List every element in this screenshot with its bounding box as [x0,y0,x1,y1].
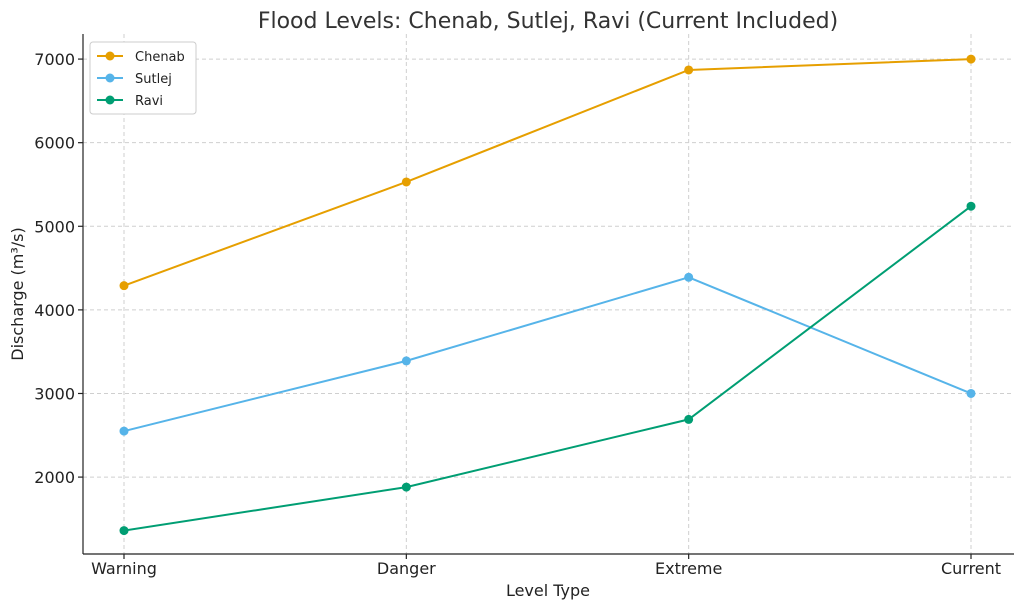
data-point-sutlej [966,388,976,398]
legend-swatch-marker [105,95,115,105]
series-line-ravi [123,205,972,532]
legend-label: Ravi [135,94,163,109]
tick-labels: Warning Danger Extreme Current 2000 3000 4000 5… [34,50,1001,578]
x-tick-label: Danger [377,559,436,578]
data-point-sutlej [401,356,411,366]
legend-item-sutlej: Sutlej [97,72,172,87]
y-tick-label: 3000 [34,384,75,403]
legend-label: Chenab [135,50,185,65]
series-sutlej [119,272,976,436]
data-point-chenab [401,177,411,187]
x-tick-label: Extreme [655,559,722,578]
legend-item-chenab: Chenab [97,50,185,65]
series-ravi [119,201,976,536]
series-chenab [119,54,976,291]
data-point-ravi [684,414,694,424]
y-tick-label: 7000 [34,50,75,69]
x-tick-label: Current [941,559,1001,578]
data-point-ravi [966,201,976,211]
data-point-chenab [684,65,694,75]
legend-label: Sutlej [135,72,172,87]
y-axis-label: Discharge (m³/s) [8,227,27,360]
x-axis-label: Level Type [506,581,590,600]
legend-swatch-marker [105,51,115,61]
chart-title: Flood Levels: Chenab, Sutlej, Ravi (Curr… [258,9,838,34]
legend-swatch-marker [105,73,115,83]
legend-item-ravi: Ravi [97,94,163,109]
legend: Chenab Sutlej Ravi [89,41,197,115]
data-point-sutlej [684,272,694,282]
x-tick-label: Warning [91,559,157,578]
y-tick-label: 4000 [34,301,75,320]
legend-box [89,41,197,115]
grid [83,34,1014,554]
y-tick-label: 5000 [34,217,75,236]
series-line-chenab [123,58,972,287]
data-point-chenab [119,281,129,291]
axes [82,34,1014,555]
data-point-ravi [401,482,411,492]
data-point-ravi [119,526,129,536]
y-tick-label: 6000 [34,134,75,153]
data-point-sutlej [119,426,129,436]
y-tick-label: 2000 [34,468,75,487]
series-lines [119,54,976,536]
series-line-sutlej [123,276,972,433]
data-point-chenab [966,54,976,64]
